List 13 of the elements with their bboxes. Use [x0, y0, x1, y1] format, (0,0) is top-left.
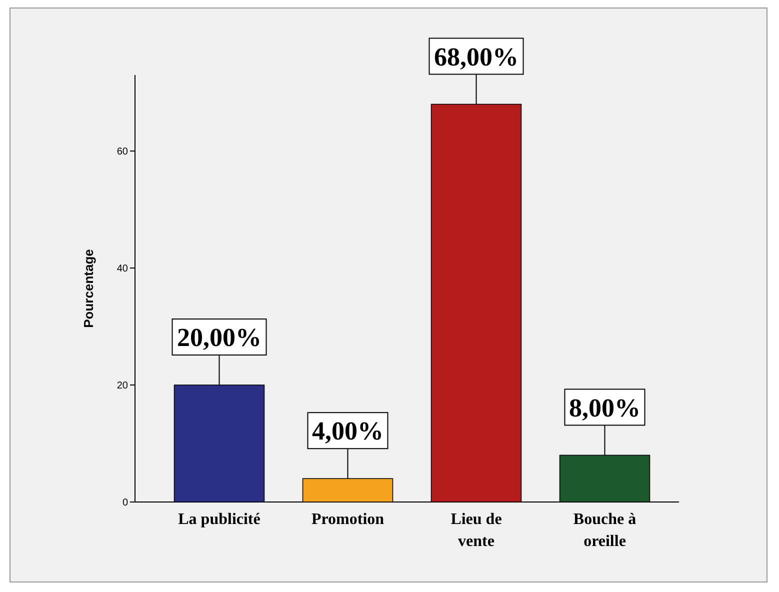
x-tick-label: La publicité	[178, 511, 260, 528]
y-tick-label: 0	[122, 498, 128, 508]
data-label: 8,00%	[569, 393, 640, 422]
x-tick-label: Promotion	[311, 511, 384, 528]
y-tick-label: 40	[116, 264, 128, 275]
y-tick-label: 60	[116, 146, 128, 158]
x-tick-label: Lieu de vente	[450, 511, 502, 550]
data-label: 68,00%	[434, 42, 518, 72]
data-label: 4,00%	[312, 416, 384, 446]
y-tick-label: 20	[116, 380, 128, 392]
data-label: 20,00%	[177, 323, 262, 352]
x-tick-label: Bouche à oreille	[573, 511, 636, 550]
y-axis-title: Pourcentage	[81, 249, 96, 328]
